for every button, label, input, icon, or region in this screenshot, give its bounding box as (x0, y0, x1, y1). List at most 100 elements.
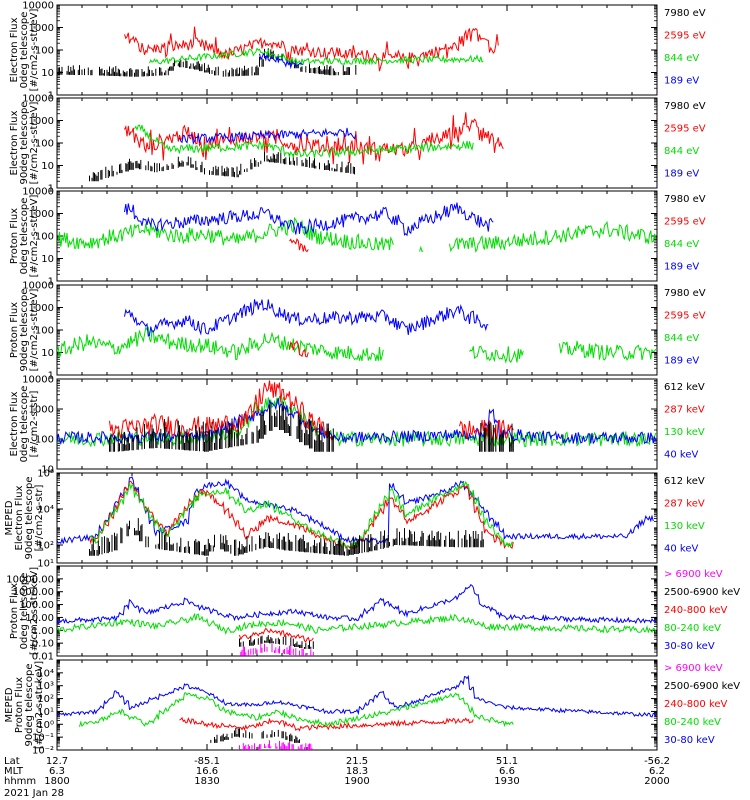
y-tick-label: 1000 (29, 23, 54, 34)
series-2-line (57, 612, 657, 635)
y-axis-title-line: 0deg telescope (19, 198, 30, 275)
y-axis-title-line: Electron Flux (9, 17, 20, 82)
series-4-line (109, 401, 514, 452)
series-2-line (124, 112, 504, 165)
legend-entry: 844 eV (664, 333, 699, 344)
series-3-line (179, 716, 474, 732)
y-tick-label: 10000.00 (6, 574, 54, 585)
y-axis-title-line: Proton Flux (9, 302, 20, 358)
lat-value: 12.7 (46, 756, 68, 767)
y-tick-label: 10⁻² (32, 746, 54, 757)
hhmm-value: 2000 (644, 776, 669, 787)
y-tick-label: 1 (48, 277, 54, 288)
series-1-line (57, 326, 657, 364)
y-tick-label: 10³ (37, 681, 54, 692)
y-axis-title-line: [#/cm2-s-str-eV] (29, 195, 40, 278)
series-4-line (210, 728, 300, 743)
legend-entry: 80-240 keV (664, 717, 721, 728)
panel-8: 10⁻² 10⁻¹ 10⁰ 10¹ 10² 10³ 10⁴ MEPED Proton Flux 9… (4, 659, 740, 757)
y-axis-title-line: [#/cm2-s-str-keV] (29, 567, 40, 655)
y-axis-title-line: 90deg telescope (24, 476, 35, 559)
y-tick-label: 10⁴ (37, 668, 54, 679)
y-tick-label: 0.01 (32, 652, 54, 663)
y-tick-label: 1 (48, 371, 54, 382)
y-tick-label: 10 (41, 465, 54, 476)
legend-entry: 130 keV (664, 521, 705, 532)
date-label: 2021 Jan 28 (4, 788, 64, 799)
y-tick-label: 100 (35, 46, 54, 57)
y-tick-label: 10⁻¹ (32, 733, 54, 744)
mlt-value: 6.3 (49, 766, 65, 777)
panel-data (57, 476, 654, 556)
series-2-line (124, 26, 499, 72)
y-tick-label: 1000.00 (13, 587, 54, 598)
lat-value: -56.2 (644, 756, 670, 767)
row-label-hhmm: hhmm (4, 776, 36, 787)
legend-entry: 189 eV (664, 76, 699, 87)
hhmm-value: 1830 (194, 776, 219, 787)
y-axis-title-line: [#/cm2-s-str] (29, 390, 40, 457)
y-tick-label: 10² (37, 694, 54, 705)
series-3-line (89, 480, 514, 550)
series-3-line (149, 47, 484, 67)
y-axis-title-line: [#/cm2-s-str-eV] (29, 102, 40, 185)
panel-6: 10¹ 10² 10⁴ 10⁶ MEPED Electron Flux 90deg tele… (4, 469, 705, 570)
series-1-line (57, 674, 657, 718)
legend-entry: > 6900 keV (664, 663, 723, 674)
y-tick-label: 1.00 (32, 626, 54, 637)
y-axis-title-line: [#/cm2-s-str-eV] (29, 9, 40, 92)
y-tick-label: 10⁶ (37, 469, 54, 480)
y-axis-title-line: [#/cm2-s-str-keV] (34, 661, 45, 749)
y-axis-title-line: Electron Flux (9, 391, 20, 456)
panel-data (57, 202, 657, 253)
series-1-line (57, 583, 657, 626)
panel-data (57, 26, 499, 77)
mlt-value: 6.2 (649, 766, 665, 777)
y-tick-label: 0.10 (32, 639, 54, 650)
legend-entry: 240-800 keV (664, 605, 728, 616)
series-3-line (109, 380, 514, 443)
legend-entry: 7980 eV (664, 194, 706, 205)
series-2-line (79, 692, 514, 728)
legend-entry: 189 eV (664, 356, 699, 367)
panel-data (57, 583, 657, 656)
legend-entry: 240-800 keV (664, 699, 728, 710)
legend-entry: 189 eV (664, 169, 699, 180)
legend-entry: 612 keV (664, 382, 705, 393)
series-4-line (89, 518, 484, 556)
series-2-line (124, 299, 489, 337)
y-axis-title-line: 90deg telescope (19, 101, 30, 184)
series-2-line (57, 398, 657, 446)
y-axis-title-line: MEPED (4, 500, 15, 535)
panel-data (57, 299, 657, 364)
series-1-line (57, 48, 357, 77)
legend-entry: 7980 eV (664, 101, 706, 112)
y-axis-title-line: Electron Flux (14, 485, 25, 550)
legend-entry: 7980 eV (664, 288, 706, 299)
y-tick-label: 10.00 (25, 613, 54, 624)
legend-entry: 40 keV (664, 450, 698, 461)
legend-entry: 844 eV (664, 146, 699, 157)
series-2-line (124, 202, 494, 237)
y-tick-label: 10⁰ (37, 720, 54, 731)
mlt-value: 18.3 (346, 766, 368, 777)
row-label-lat: Lat (4, 756, 20, 767)
legend-entry: 2595 eV (664, 311, 706, 322)
y-axis-title-line: 0deg telescope (19, 573, 30, 650)
series-4-line (179, 127, 357, 145)
legend-entry: > 6900 keV (664, 569, 723, 580)
series-1-line (57, 476, 654, 546)
y-axis-title-line: [#/cm2-s-str-eV] (29, 289, 40, 372)
series-3-line (134, 124, 474, 159)
y-axis-title-line: Proton Flux (14, 677, 25, 733)
legend-entry: 2595 eV (664, 217, 706, 228)
y-tick-label: 1000 (29, 405, 54, 416)
y-tick-label: 1 (48, 91, 54, 102)
legend-entry: 844 eV (664, 239, 699, 250)
y-tick-label: 10⁴ (37, 505, 54, 516)
